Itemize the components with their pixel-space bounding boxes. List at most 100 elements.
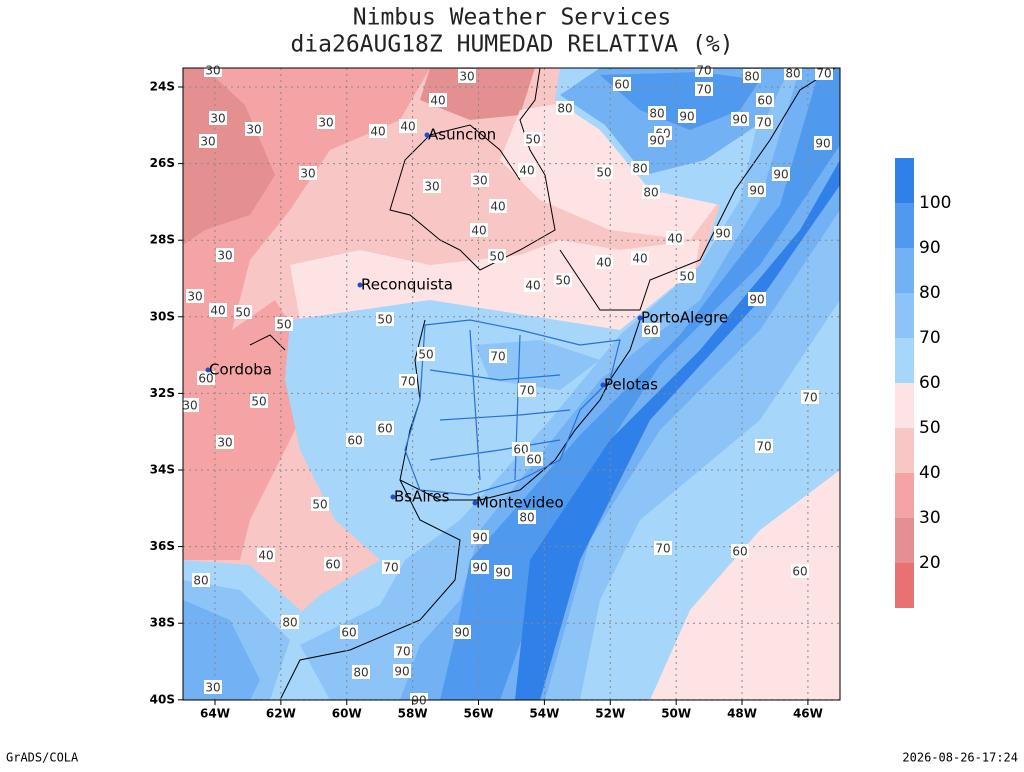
contour-value: 70 bbox=[400, 375, 415, 389]
contour-label: 80 bbox=[648, 106, 666, 121]
contour-label: 60 bbox=[197, 371, 215, 386]
contour-value: 60 bbox=[513, 443, 528, 457]
contour-label: 40 bbox=[369, 124, 387, 139]
contour-value: 90 bbox=[773, 168, 788, 182]
contour-label: 40 bbox=[257, 548, 275, 563]
label-box bbox=[470, 223, 488, 237]
contour-label: 90 bbox=[648, 133, 666, 148]
city-dot bbox=[390, 494, 396, 500]
contour-label: 30 bbox=[245, 122, 263, 137]
lon-label: 60W bbox=[332, 707, 362, 721]
contour-label: 50 bbox=[311, 497, 329, 512]
contour-value: 90 bbox=[715, 227, 730, 241]
colorbar-swatch bbox=[895, 248, 914, 293]
contour-label: 60 bbox=[525, 452, 543, 467]
contour-value: 50 bbox=[489, 250, 504, 264]
contour-value: 90 bbox=[472, 561, 487, 575]
contour-label: 70 bbox=[399, 374, 417, 389]
contour-value: 70 bbox=[696, 64, 711, 78]
lon-label: 56W bbox=[464, 707, 494, 721]
contour-value: 60 bbox=[757, 94, 772, 108]
contour-value: 80 bbox=[643, 186, 658, 200]
lon-label: 52W bbox=[595, 707, 625, 721]
lat-label: 40S bbox=[150, 692, 175, 706]
city-dot bbox=[472, 500, 478, 506]
label-box bbox=[489, 349, 507, 363]
contour-value: 40 bbox=[430, 94, 445, 108]
contour-value: 30 bbox=[210, 112, 225, 126]
contour-label: 60 bbox=[731, 544, 749, 559]
contour-value: 50 bbox=[235, 306, 250, 320]
contour-value: 50 bbox=[525, 133, 540, 147]
label-box bbox=[791, 564, 809, 578]
contour-value: 60 bbox=[614, 78, 629, 92]
contour-value: 30 bbox=[318, 116, 333, 130]
contour-label: 70 bbox=[518, 383, 536, 398]
lat-label: 38S bbox=[150, 616, 175, 630]
label-box bbox=[815, 66, 833, 80]
contour-value: 40 bbox=[471, 224, 486, 238]
label-box bbox=[369, 124, 387, 138]
label-box bbox=[648, 106, 666, 120]
label-box bbox=[648, 133, 666, 147]
lat-label: 34S bbox=[150, 463, 175, 477]
label-box bbox=[250, 394, 268, 408]
contour-label: 30 bbox=[181, 398, 199, 413]
colorbar-swatch bbox=[895, 473, 914, 518]
colorbar-label: 80 bbox=[919, 283, 941, 303]
contour-value: 70 bbox=[816, 67, 831, 81]
contour-label: 30 bbox=[423, 179, 441, 194]
colorbar-label: 20 bbox=[919, 553, 941, 573]
contour-value: 50 bbox=[251, 395, 266, 409]
colorbar-label: 90 bbox=[919, 238, 941, 258]
label-box bbox=[471, 173, 489, 187]
city-dot bbox=[600, 382, 606, 388]
lat-label: 36S bbox=[150, 539, 175, 553]
contour-value: 80 bbox=[519, 511, 534, 525]
colorbar-label: 70 bbox=[919, 328, 941, 348]
contour-value: 90 bbox=[732, 113, 747, 127]
contour-label: 40 bbox=[666, 231, 684, 246]
contour-value: 70 bbox=[696, 83, 711, 97]
city-name: BsAires bbox=[394, 488, 450, 506]
label-box bbox=[642, 323, 660, 337]
label-box bbox=[678, 269, 696, 283]
humidity-field bbox=[183, 68, 840, 700]
label-box bbox=[755, 115, 773, 129]
contour-value: 60 bbox=[347, 434, 362, 448]
contour-value: 80 bbox=[744, 70, 759, 84]
contour-value: 50 bbox=[377, 313, 392, 327]
contour-value: 60 bbox=[341, 626, 356, 640]
city-dot bbox=[205, 367, 211, 373]
contour-value: 60 bbox=[198, 372, 213, 386]
contour-label: 40 bbox=[489, 199, 507, 214]
contour-label: 80 bbox=[352, 665, 370, 680]
label-box bbox=[186, 289, 204, 303]
contour-value: 50 bbox=[276, 318, 291, 332]
contour-value: 70 bbox=[802, 391, 817, 405]
city-name: Reconquista bbox=[361, 276, 453, 294]
contour-value: 90 bbox=[749, 293, 764, 307]
colorbar-swatch bbox=[895, 203, 914, 248]
city-dot bbox=[637, 315, 643, 321]
contour-value: 60 bbox=[792, 565, 807, 579]
label-box bbox=[613, 77, 631, 91]
contour-label: 70 bbox=[755, 439, 773, 454]
label-box bbox=[731, 112, 749, 126]
contour-value: 90 bbox=[472, 531, 487, 545]
contour-value: 70 bbox=[395, 645, 410, 659]
contour-label: 90 bbox=[772, 167, 790, 182]
label-box bbox=[695, 63, 713, 77]
contour-label: 30 bbox=[216, 435, 234, 450]
colorbar-swatch bbox=[895, 383, 914, 428]
footer-right: 2026-08-26-17:24 bbox=[902, 751, 1018, 765]
label-box bbox=[382, 560, 400, 574]
colorbar-swatch bbox=[895, 428, 914, 473]
contour-value: 40 bbox=[400, 120, 415, 134]
contour-label: 80 bbox=[281, 615, 299, 630]
contour-label: 80 bbox=[192, 573, 210, 588]
city-name: Asuncion bbox=[428, 126, 496, 144]
lat-label: 30S bbox=[150, 309, 175, 323]
label-box bbox=[631, 251, 649, 265]
